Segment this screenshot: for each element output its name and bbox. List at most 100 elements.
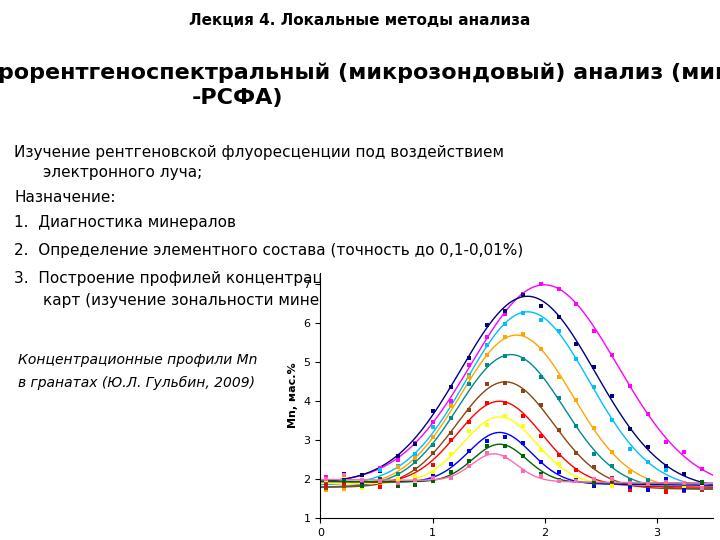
Point — [588, 382, 600, 391]
Point — [660, 465, 672, 474]
Point — [410, 454, 421, 463]
Point — [588, 362, 600, 371]
Point — [535, 431, 546, 440]
Point — [338, 470, 350, 479]
Point — [606, 416, 618, 424]
Point — [481, 341, 492, 349]
Point — [410, 472, 421, 481]
Point — [428, 433, 439, 441]
Point — [320, 478, 332, 487]
Point — [446, 383, 457, 391]
Point — [356, 481, 367, 489]
Point — [374, 478, 385, 487]
Point — [678, 480, 690, 488]
Point — [499, 307, 510, 315]
Point — [499, 433, 510, 441]
Point — [320, 475, 332, 483]
Point — [410, 440, 421, 448]
Point — [642, 443, 654, 451]
Point — [571, 396, 582, 404]
Point — [642, 482, 654, 491]
Point — [606, 462, 618, 470]
Point — [535, 315, 546, 324]
Point — [678, 447, 690, 456]
Text: -РСФА): -РСФА) — [192, 88, 284, 108]
Point — [571, 475, 582, 484]
Point — [481, 320, 492, 329]
Point — [678, 486, 690, 495]
Point — [624, 445, 636, 454]
Point — [392, 462, 403, 471]
Point — [588, 450, 600, 458]
Point — [338, 484, 350, 493]
Point — [481, 421, 492, 429]
Point — [660, 482, 672, 491]
Text: 1.  Диагностика минералов: 1. Диагностика минералов — [14, 215, 236, 231]
Point — [499, 379, 510, 387]
Point — [535, 471, 546, 480]
Point — [481, 351, 492, 360]
Point — [696, 484, 707, 492]
Point — [571, 476, 582, 485]
Point — [624, 482, 636, 491]
Text: карт (изучение зональности минеральных зерен): карт (изучение зональности минеральных з… — [43, 293, 446, 308]
Point — [499, 319, 510, 328]
Point — [320, 476, 332, 485]
Point — [392, 452, 403, 461]
Point — [535, 458, 546, 467]
Point — [464, 353, 475, 362]
Point — [481, 449, 492, 457]
Point — [571, 421, 582, 430]
Point — [356, 482, 367, 490]
Point — [464, 418, 475, 427]
Point — [410, 476, 421, 484]
Point — [553, 313, 564, 322]
Point — [374, 476, 385, 484]
Point — [624, 480, 636, 489]
Point — [320, 475, 332, 483]
Point — [606, 477, 618, 485]
Point — [642, 458, 654, 467]
Point — [535, 446, 546, 454]
Point — [374, 463, 385, 472]
Point — [588, 423, 600, 432]
Point — [517, 411, 528, 420]
Point — [374, 477, 385, 485]
Point — [428, 469, 439, 477]
Point — [320, 472, 332, 481]
Point — [696, 477, 707, 486]
Point — [320, 478, 332, 487]
Point — [410, 458, 421, 467]
Point — [571, 465, 582, 474]
Point — [428, 423, 439, 431]
Point — [660, 483, 672, 492]
Point — [392, 481, 403, 490]
Point — [428, 440, 439, 449]
Point — [320, 475, 332, 483]
Point — [356, 476, 367, 485]
Text: 2.  Определение элементного состава (точность до 0,1-0,01%): 2. Определение элементного состава (точн… — [14, 243, 523, 258]
Point — [446, 435, 457, 444]
Point — [696, 464, 707, 473]
Point — [517, 421, 528, 430]
Point — [392, 470, 403, 479]
Point — [642, 409, 654, 418]
Point — [374, 467, 385, 476]
Point — [660, 462, 672, 470]
Point — [535, 372, 546, 381]
Point — [696, 486, 707, 495]
Point — [338, 478, 350, 487]
Point — [499, 309, 510, 318]
Point — [499, 399, 510, 408]
Point — [320, 481, 332, 489]
Point — [464, 406, 475, 414]
Point — [464, 370, 475, 379]
Point — [392, 475, 403, 483]
Text: Назначение:: Назначение: — [14, 190, 116, 205]
Point — [517, 355, 528, 363]
Point — [553, 477, 564, 485]
Point — [553, 426, 564, 435]
Point — [464, 380, 475, 389]
Point — [446, 428, 457, 437]
Point — [517, 330, 528, 339]
